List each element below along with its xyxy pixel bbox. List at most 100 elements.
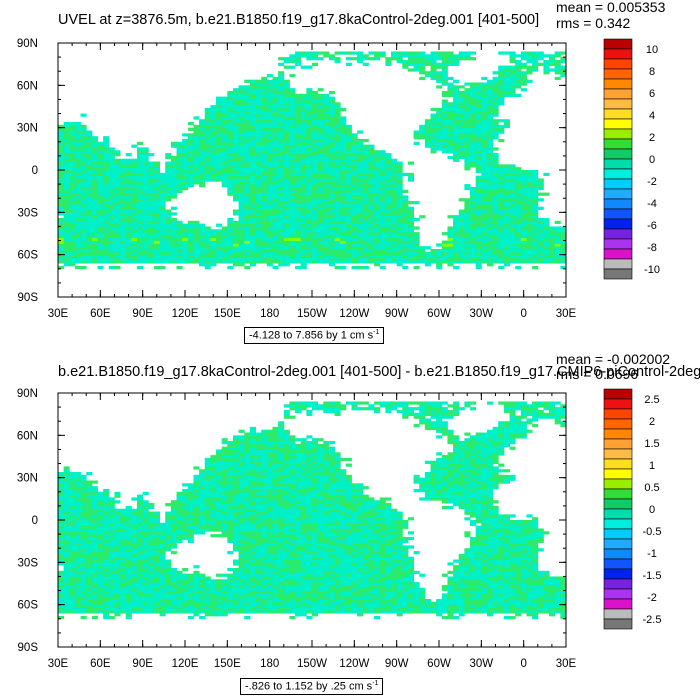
field-cell [323, 178, 330, 182]
field-cell [306, 150, 313, 154]
field-cell [278, 186, 285, 191]
field-cell [63, 212, 70, 216]
field-cell [114, 201, 121, 205]
field-cell [148, 215, 155, 219]
field-cell [63, 124, 70, 129]
field-cell [295, 59, 302, 64]
field-cell [283, 59, 290, 64]
field-cell [91, 144, 98, 148]
field-cell [80, 161, 87, 165]
field-cell [63, 505, 70, 510]
field-cell [103, 257, 110, 261]
field-cell [86, 170, 93, 174]
field-cell [261, 257, 268, 261]
field-cell [137, 232, 144, 236]
field-cell [97, 201, 104, 205]
field-cell [74, 545, 81, 549]
field-cell [317, 206, 324, 210]
field-cell [278, 76, 285, 81]
field-cell [182, 147, 189, 151]
field-cell [266, 167, 273, 171]
field-cell [97, 556, 104, 560]
field-cell [328, 170, 335, 174]
field-cell [108, 220, 115, 225]
field-cell [328, 102, 335, 106]
field-cell [63, 217, 70, 222]
field-cell [204, 158, 211, 162]
field-cell [249, 234, 256, 239]
field-cell [300, 209, 307, 213]
field-cell [63, 488, 70, 493]
field-cell [80, 514, 87, 518]
field-cell [74, 584, 81, 589]
field-cell [312, 90, 319, 95]
field-cell [249, 130, 256, 134]
field-cell [266, 229, 273, 233]
field-cell [74, 531, 81, 535]
field-cell [232, 229, 240, 233]
field-cell [266, 209, 273, 213]
field-cell [295, 107, 302, 112]
field-cell [80, 229, 87, 233]
field-cell [74, 505, 81, 510]
field-cell [272, 234, 279, 239]
field-cell [244, 237, 251, 241]
field-cell [103, 551, 110, 555]
field-cell [238, 212, 245, 216]
field-cell [103, 587, 110, 591]
field-cell [317, 260, 324, 264]
field-cell [97, 192, 104, 196]
field-cell [125, 209, 132, 213]
field-cell [317, 254, 324, 258]
field-cell [170, 223, 177, 227]
field-cell [300, 263, 307, 267]
field-cell [255, 127, 262, 131]
field-cell [176, 172, 183, 177]
field-cell [283, 215, 290, 219]
field-cell [244, 96, 251, 100]
field-cell [80, 217, 87, 222]
field-cell [80, 150, 87, 154]
field-cell [272, 96, 279, 100]
field-cell [153, 232, 160, 236]
field-cell [137, 147, 144, 151]
field-cell [216, 249, 223, 253]
field-cell [300, 133, 307, 137]
field-cell [69, 260, 76, 264]
field-cell [91, 559, 98, 563]
field-cell [97, 590, 104, 594]
field-cell [182, 170, 189, 174]
field-cell [74, 477, 81, 481]
field-cell [283, 107, 290, 112]
field-cell [323, 246, 330, 250]
field-cell [165, 170, 172, 174]
field-cell [221, 164, 228, 168]
field-cell [120, 599, 127, 603]
field-cell [103, 545, 110, 549]
field-cell [193, 127, 200, 131]
field-cell [159, 243, 166, 247]
field-cell [58, 553, 65, 558]
field-cell [182, 237, 189, 241]
field-cell [244, 254, 251, 258]
field-cell [261, 189, 268, 193]
field-cell [80, 522, 87, 527]
field-cell [170, 186, 177, 191]
field-cell [261, 88, 268, 92]
field-cell [317, 237, 324, 241]
field-cell [323, 167, 330, 171]
field-cell [289, 189, 296, 193]
field-cell [328, 260, 335, 264]
field-cell [131, 181, 138, 185]
field-cell [131, 189, 138, 193]
field-cell [210, 170, 217, 174]
field-cell [86, 203, 93, 208]
field-cell [187, 175, 194, 179]
field-cell [295, 223, 302, 227]
field-cell [306, 147, 313, 151]
field-cell [91, 601, 98, 606]
field-cell [63, 203, 70, 208]
field-cell [323, 127, 330, 131]
field-cell [86, 488, 93, 493]
field-cell [103, 243, 110, 247]
